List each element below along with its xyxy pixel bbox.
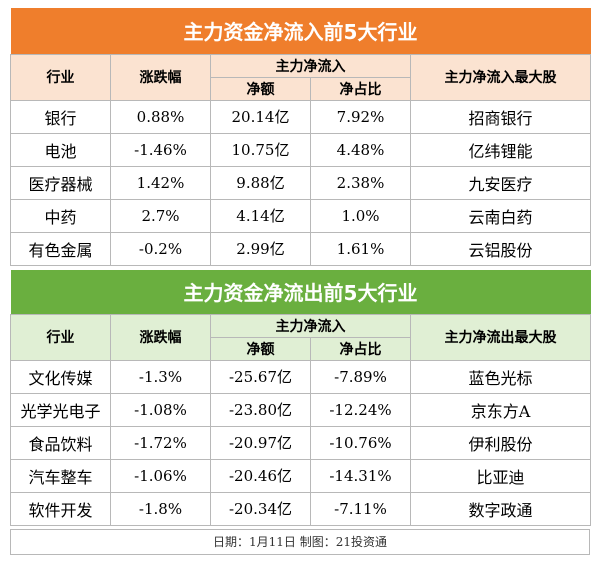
net-amount-cell: 2.99亿	[210, 231, 311, 266]
change-cell: -1.46%	[110, 132, 211, 167]
net-ratio-cell: 1.61%	[310, 231, 411, 266]
table-row: 有色金属 -0.2% 2.99亿 1.61% 云铝股份	[10, 231, 592, 266]
table-row: 文化传媒 -1.3% -25.67亿 -7.89% 蓝色光标	[10, 359, 592, 394]
footer-caption: 日期：1月11日 制图：21投资通	[10, 529, 590, 555]
net-ratio-cell: 1.0%	[310, 198, 411, 233]
industry-cell: 中药	[10, 198, 111, 233]
change-cell: 2.7%	[110, 198, 211, 233]
net-ratio-cell: 7.92%	[310, 99, 411, 134]
table-row: 中药 2.7% 4.14亿 1.0% 云南白药	[10, 198, 592, 233]
net-ratio-cell: 4.48%	[310, 132, 411, 167]
industry-cell: 电池	[10, 132, 111, 167]
table-row: 医疗器械 1.42% 9.88亿 2.38% 九安医疗	[10, 165, 592, 200]
industry-cell: 光学光电子	[10, 392, 111, 427]
outflow-table: 主力资金净流出前5大行业 行业 涨跌幅 主力净流入 主力净流出最大股 净额 净占…	[10, 270, 592, 526]
industry-cell: 食品饮料	[10, 425, 111, 460]
top-stock-cell: 云铝股份	[409, 231, 592, 266]
outflow-header-netflow-group: 主力净流入	[210, 313, 411, 338]
net-amount-cell: -23.80亿	[210, 392, 311, 427]
table-row: 银行 0.88% 20.14亿 7.92% 招商银行	[10, 99, 592, 134]
table-row: 食品饮料 -1.72% -20.97亿 -10.76% 伊利股份	[10, 425, 592, 460]
top-stock-cell: 数字政通	[409, 491, 592, 526]
change-cell: -1.08%	[110, 392, 211, 427]
net-amount-cell: 10.75亿	[210, 132, 311, 167]
net-amount-cell: -25.67亿	[210, 359, 311, 394]
change-cell: -1.8%	[110, 491, 211, 526]
outflow-header-net-amount: 净额	[210, 336, 311, 361]
inflow-header-net-ratio: 净占比	[310, 76, 411, 101]
top-stock-cell: 九安医疗	[409, 165, 592, 200]
industry-cell: 软件开发	[10, 491, 111, 526]
change-cell: -1.06%	[110, 458, 211, 493]
top-stock-cell: 亿纬锂能	[409, 132, 592, 167]
outflow-header-top-stock: 主力净流出最大股	[409, 313, 592, 361]
outflow-header-industry: 行业	[10, 313, 111, 361]
net-ratio-cell: -14.31%	[310, 458, 411, 493]
table-row: 软件开发 -1.8% -20.34亿 -7.11% 数字政通	[10, 491, 592, 526]
net-ratio-cell: -12.24%	[310, 392, 411, 427]
top-stock-cell: 京东方A	[409, 392, 592, 427]
inflow-header-net-amount: 净额	[210, 76, 311, 101]
inflow-header-industry: 行业	[10, 53, 111, 101]
table-row: 光学光电子 -1.08% -23.80亿 -12.24% 京东方A	[10, 392, 592, 427]
net-amount-cell: -20.46亿	[210, 458, 311, 493]
outflow-header-net-ratio: 净占比	[310, 336, 411, 361]
net-ratio-cell: -7.11%	[310, 491, 411, 526]
outflow-header-change: 涨跌幅	[110, 313, 211, 361]
top-stock-cell: 蓝色光标	[409, 359, 592, 394]
industry-cell: 银行	[10, 99, 111, 134]
table-row: 电池 -1.46% 10.75亿 4.48% 亿纬锂能	[10, 132, 592, 167]
top-stock-cell: 招商银行	[409, 99, 592, 134]
net-ratio-cell: 2.38%	[310, 165, 411, 200]
top-stock-cell: 伊利股份	[409, 425, 592, 460]
industry-cell: 有色金属	[10, 231, 111, 266]
top-stock-cell: 云南白药	[409, 198, 592, 233]
change-cell: 1.42%	[110, 165, 211, 200]
change-cell: -1.3%	[110, 359, 211, 394]
table-row: 汽车整车 -1.06% -20.46亿 -14.31% 比亚迪	[10, 458, 592, 493]
net-ratio-cell: -10.76%	[310, 425, 411, 460]
inflow-header-change: 涨跌幅	[110, 53, 211, 101]
inflow-title: 主力资金净流入前5大行业	[10, 8, 591, 54]
inflow-header-top-stock: 主力净流入最大股	[409, 53, 592, 101]
industry-cell: 汽车整车	[10, 458, 111, 493]
change-cell: -0.2%	[110, 231, 211, 266]
industry-cell: 医疗器械	[10, 165, 111, 200]
inflow-header-netflow-group: 主力净流入	[210, 53, 411, 78]
top-stock-cell: 比亚迪	[409, 458, 592, 493]
net-amount-cell: 9.88亿	[210, 165, 311, 200]
net-ratio-cell: -7.89%	[310, 359, 411, 394]
net-amount-cell: 4.14亿	[210, 198, 311, 233]
change-cell: -1.72%	[110, 425, 211, 460]
inflow-table: 主力资金净流入前5大行业 行业 涨跌幅 主力净流入 主力净流入最大股 净额 净占…	[10, 8, 592, 266]
industry-cell: 文化传媒	[10, 359, 111, 394]
outflow-title: 主力资金净流出前5大行业	[10, 270, 591, 314]
net-amount-cell: 20.14亿	[210, 99, 311, 134]
net-amount-cell: -20.97亿	[210, 425, 311, 460]
net-amount-cell: -20.34亿	[210, 491, 311, 526]
change-cell: 0.88%	[110, 99, 211, 134]
